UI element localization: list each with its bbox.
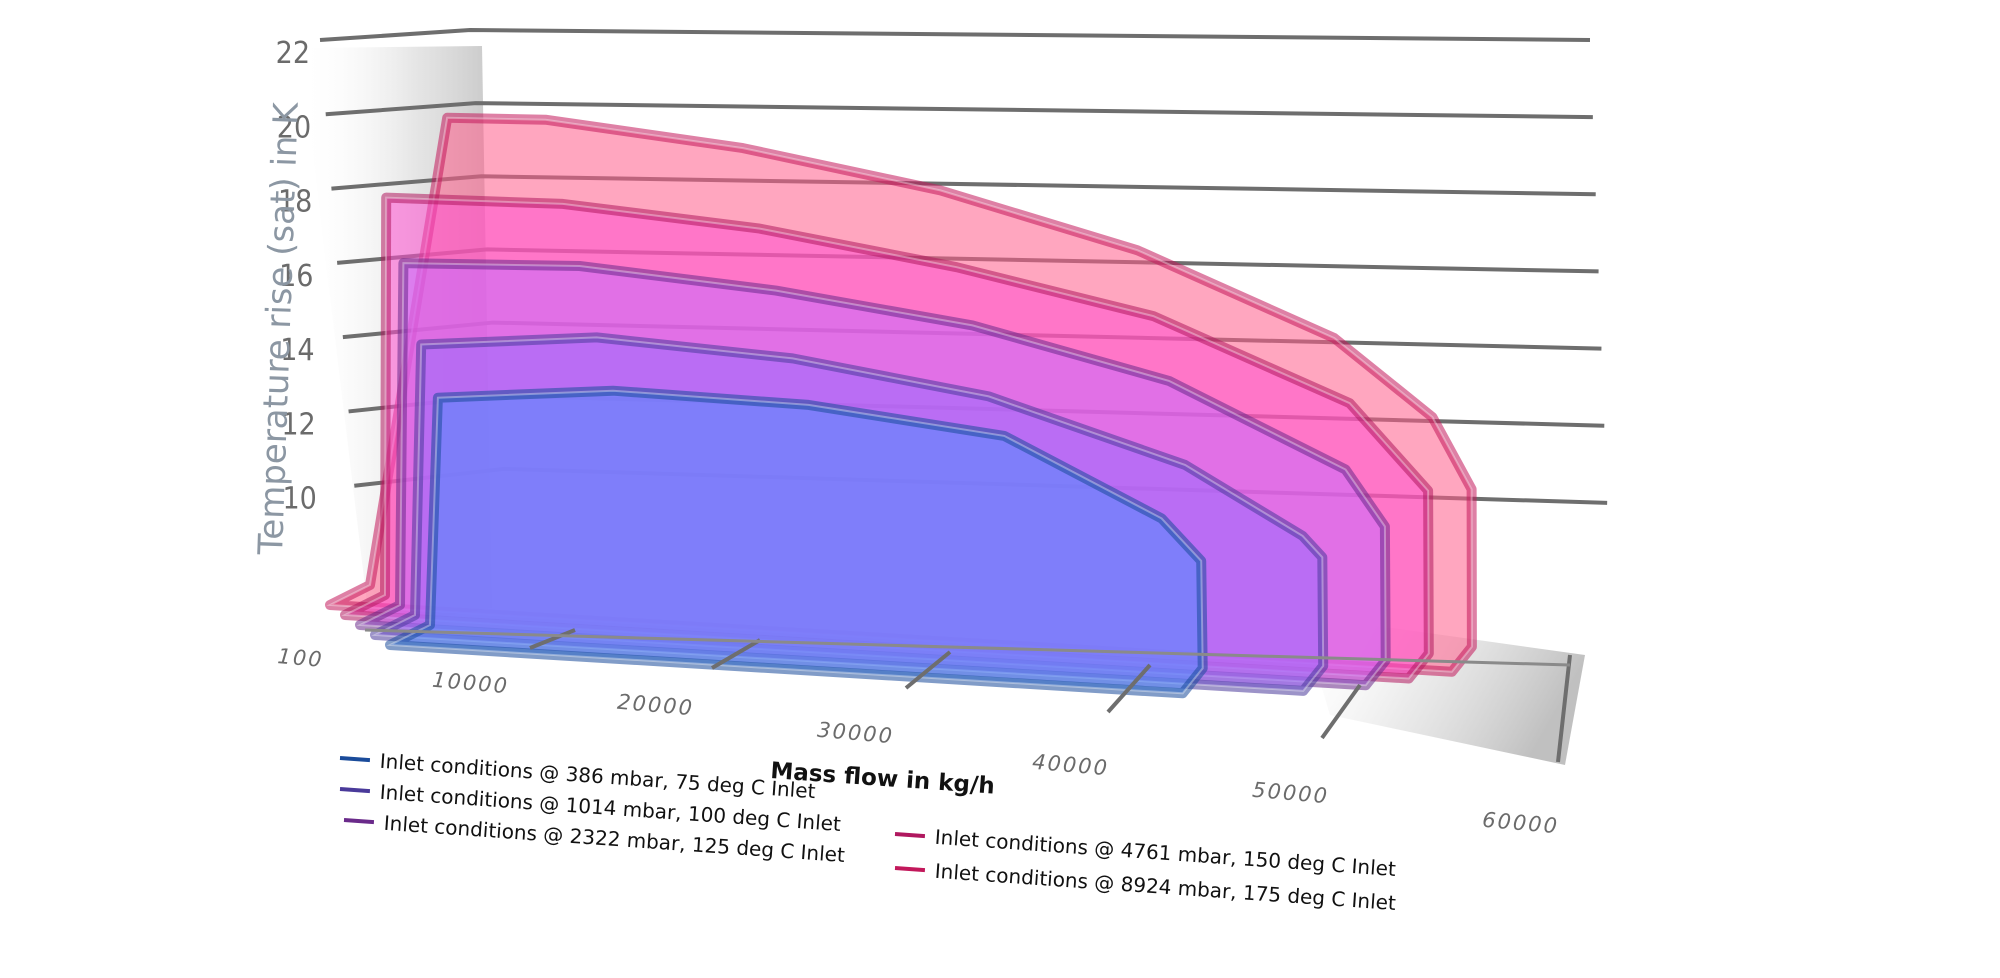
series-area-highlight: [356, 262, 1387, 687]
x-axis-ticks: 100 10000 20000 30000 40000 50000 60000: [277, 644, 1560, 838]
series-area-highlight: [371, 336, 1325, 692]
x-tick-mark: [1556, 654, 1572, 763]
x-tick-label: 10000: [431, 668, 510, 699]
floor-baseline: [364, 628, 1571, 667]
gridline-y: [319, 27, 1591, 42]
gridline-y: [325, 101, 1593, 120]
x-tick-mark: [1320, 683, 1362, 740]
x-tick-mark: [710, 638, 762, 670]
legend-swatch: [339, 756, 371, 763]
y-tick-label: 22: [276, 36, 310, 71]
y-tick-label: 12: [281, 407, 315, 442]
x-tick-label: 40000: [1031, 750, 1110, 781]
y-tick-label: 10: [283, 482, 317, 517]
y-tick-label: 14: [280, 333, 314, 368]
series-area-highlight: [341, 196, 1430, 680]
legend-swatch: [894, 832, 926, 839]
x-tick-label: 30000: [816, 718, 895, 749]
x-tick-label: 100: [277, 644, 325, 672]
legend-swatch: [343, 818, 375, 825]
x-tick-mark: [1106, 663, 1152, 714]
x-tick-mark: [529, 628, 576, 650]
floor-grid: [364, 628, 1572, 763]
legend-swatch: [339, 787, 371, 794]
y-tick-label: 20: [277, 110, 311, 145]
series-area-highlight: [326, 116, 1473, 673]
y-tick-label: 18: [278, 185, 312, 220]
series-areas: [325, 112, 1477, 699]
series-area-highlight: [386, 389, 1204, 695]
series-area: [385, 385, 1208, 699]
x-tick-label: 50000: [1251, 778, 1330, 809]
y-axis-ticks: 10 12 14 16 18 20 22: [276, 36, 317, 517]
legend-swatch: [894, 866, 926, 873]
y-tick-label: 16: [279, 259, 313, 294]
x-tick-label: 20000: [616, 690, 695, 721]
x-tick-mark: [904, 650, 952, 690]
x-tick-label: 60000: [1481, 808, 1560, 839]
